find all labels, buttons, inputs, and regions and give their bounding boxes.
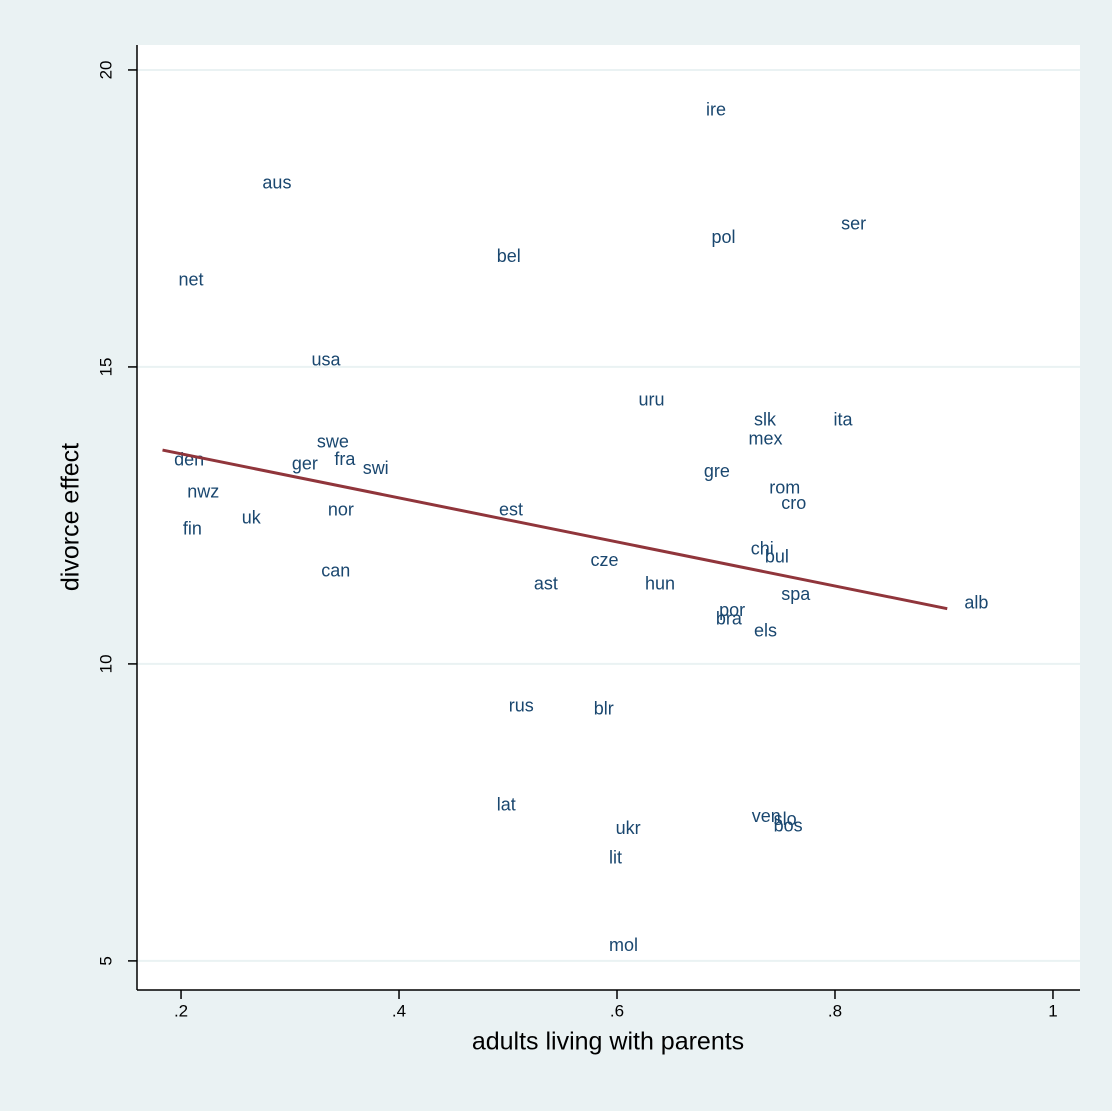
point-label: ser: [841, 214, 866, 234]
point-label: rus: [509, 695, 534, 715]
point-label: bul: [765, 546, 789, 566]
plot-area: [137, 45, 1080, 990]
x-tick-label: .2: [174, 1001, 188, 1020]
point-label: lit: [609, 847, 622, 867]
point-label: por: [719, 600, 745, 620]
point-label: nor: [328, 499, 354, 519]
x-tick-label: .8: [828, 1001, 842, 1020]
point-label: ger: [292, 454, 318, 474]
point-label: gre: [704, 461, 730, 481]
x-axis-title: adults living with parents: [472, 1028, 744, 1056]
point-label: bel: [497, 246, 521, 266]
point-label: els: [754, 621, 777, 641]
fit-line: [162, 448, 948, 611]
point-label: rom: [769, 477, 800, 497]
y-tick-label: 5: [96, 956, 115, 965]
y-axis-title: divorce effect: [57, 443, 85, 591]
point-label: cze: [590, 550, 618, 570]
point-label: nwz: [187, 482, 219, 502]
point-label: mol: [609, 935, 638, 955]
y-tick-label: 20: [96, 60, 115, 79]
y-tick-label: 10: [96, 654, 115, 673]
point-label: est: [499, 499, 523, 519]
point-label: hun: [645, 574, 675, 594]
point-label: bos: [774, 815, 803, 835]
point-label: aus: [262, 173, 291, 193]
point-label: fin: [183, 518, 202, 538]
point-label: alb: [964, 593, 988, 613]
point-label: slk: [754, 410, 777, 430]
point-label: ita: [834, 410, 854, 430]
x-tick-label: 1: [1048, 1001, 1057, 1020]
point-label: ukr: [616, 818, 641, 838]
point-label: usa: [311, 350, 341, 370]
point-label: chi: [751, 539, 774, 559]
point-label: cro: [781, 493, 806, 513]
point-label: swi: [363, 458, 389, 478]
point-label: ire: [706, 100, 726, 120]
point-label: spa: [781, 584, 811, 604]
point-label: blr: [594, 698, 614, 718]
x-tick-label: .6: [610, 1001, 624, 1020]
point-label: ast: [534, 574, 558, 594]
point-label: uk: [242, 508, 262, 528]
point-label: mex: [749, 429, 783, 449]
point-label: slo: [774, 809, 797, 829]
point-label: ven: [752, 806, 781, 826]
point-label: uru: [638, 390, 664, 410]
x-tick-label: .4: [392, 1001, 406, 1020]
point-label: net: [179, 270, 204, 290]
point-label: lat: [497, 795, 516, 815]
point-label: bra: [716, 609, 743, 629]
y-tick-label: 15: [96, 357, 115, 376]
point-label: fra: [334, 449, 356, 469]
point-label: pol: [711, 227, 735, 247]
point-label: can: [321, 561, 350, 581]
point-label: swe: [317, 432, 349, 452]
